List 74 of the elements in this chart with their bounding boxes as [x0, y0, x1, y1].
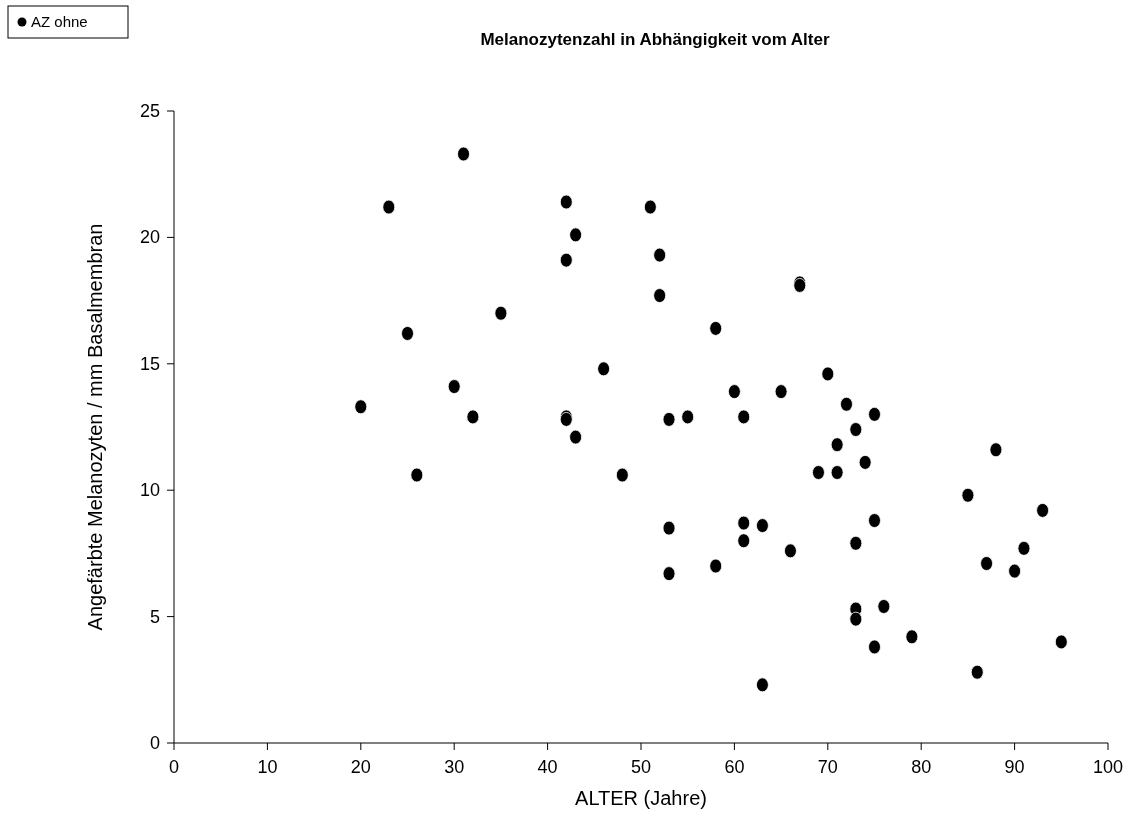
- point: [447, 379, 461, 394]
- point: [970, 664, 984, 680]
- point: [821, 366, 835, 382]
- point: [980, 556, 993, 571]
- point: [756, 677, 769, 693]
- point: [382, 199, 396, 215]
- point: [830, 465, 844, 480]
- y-tick-label: 5: [149, 606, 160, 627]
- point: [989, 442, 1003, 458]
- point: [868, 513, 881, 528]
- point: [559, 252, 573, 268]
- point: [830, 437, 844, 453]
- point: [709, 321, 723, 336]
- point: [868, 406, 881, 422]
- point: [410, 467, 424, 483]
- x-tick-label: 30: [444, 757, 465, 777]
- x-tick-label: 50: [630, 757, 652, 777]
- point: [401, 326, 414, 341]
- point: [849, 535, 863, 551]
- point: [653, 288, 667, 303]
- point: [662, 412, 676, 427]
- point: [774, 384, 788, 400]
- x-tick-label: 100: [1092, 757, 1124, 777]
- point: [737, 533, 751, 549]
- x-tick-label: 90: [1004, 757, 1025, 777]
- point: [858, 454, 872, 470]
- x-tick-label: 10: [257, 757, 278, 777]
- y-tick-label: 10: [139, 480, 160, 501]
- x-tick-label: 80: [911, 757, 932, 777]
- x-tick-label: 60: [724, 757, 745, 777]
- x-tick-label: 70: [817, 757, 838, 777]
- point: [840, 396, 853, 412]
- point: [756, 518, 769, 533]
- point: [681, 409, 695, 425]
- point: [643, 199, 657, 215]
- point: [559, 194, 573, 210]
- y-tick-label: 20: [139, 227, 160, 248]
- point: [812, 465, 825, 480]
- chart-title: Melanozytenzahl in Abhängigkeit vom Alter: [480, 30, 830, 49]
- point: [849, 422, 863, 437]
- point: [737, 515, 751, 531]
- x-axis-title: ALTER (Jahre): [575, 787, 707, 809]
- point: [569, 227, 583, 243]
- point: [457, 146, 470, 162]
- point: [961, 487, 975, 503]
- point: [1036, 503, 1050, 518]
- point: [737, 409, 751, 425]
- point: [1054, 634, 1068, 650]
- y-tick-label: 15: [139, 353, 160, 374]
- point: [662, 566, 676, 582]
- point: [868, 639, 881, 655]
- point: [662, 520, 676, 536]
- point: [569, 429, 583, 445]
- point: [1017, 540, 1031, 556]
- x-tick-label: 20: [350, 757, 371, 777]
- point: [905, 629, 919, 645]
- point: [784, 543, 797, 559]
- x-tick-label: 40: [537, 757, 558, 777]
- point: [709, 558, 723, 574]
- point: [728, 384, 741, 400]
- y-axis-title: Angefärbte Melanozyten / mm Basalmembran: [84, 223, 106, 631]
- point: [466, 409, 480, 425]
- point: [877, 599, 891, 614]
- point: [494, 305, 508, 321]
- point: [849, 611, 863, 627]
- y-tick-label: 0: [149, 733, 160, 753]
- point: [1008, 563, 1021, 579]
- x-tick-label: 0: [168, 757, 180, 777]
- legend-label: AZ ohne: [31, 13, 88, 30]
- point: [615, 467, 629, 483]
- point: [653, 247, 667, 263]
- point: [597, 361, 611, 377]
- y-tick-label: 25: [139, 101, 160, 121]
- point: [354, 399, 368, 415]
